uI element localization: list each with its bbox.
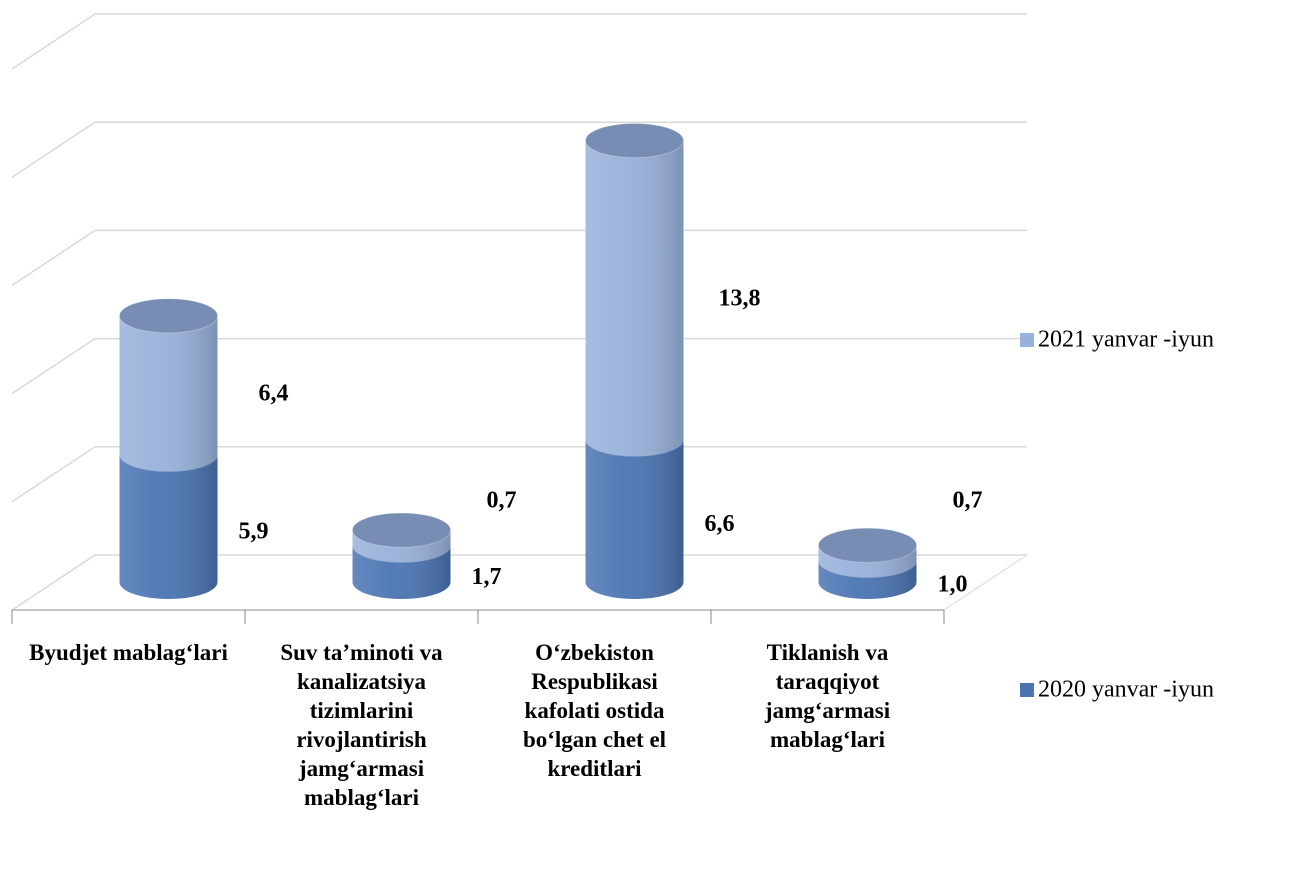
value-label: 1,7 [472,564,502,590]
category-label: Tiklanish va taraqqiyot jamg‘armasi mabl… [764,640,891,752]
value-label: 6,6 [705,511,735,537]
cylinder-shade [352,530,451,563]
value-label: 1,0 [938,572,968,598]
cylinder-shade [585,140,684,457]
cylinder-top [585,123,684,159]
category-label: Byudjet mablag‘lari [29,640,228,665]
cylinder-shade [119,315,218,472]
cylinder-shade [818,545,917,578]
value-label: 0,7 [487,488,517,514]
cylinder-shade [352,545,451,599]
cylinder-top-shade [352,513,451,548]
cylinder-shade [119,454,218,599]
legend-label: 2020 yanvar -iyun [1038,677,1214,703]
cylinder-top [119,298,218,334]
value-label: 0,7 [953,488,983,514]
grid-line [11,121,1027,178]
cylinder-top-shade [818,528,917,563]
category-label: Suv ta’minoti va kanalizatsiya tizimlari… [280,640,443,810]
legend-label: 2021 yanvar -iyun [1038,327,1214,353]
value-label: 6,4 [259,381,289,407]
category-label: O‘zbekiston Respublikasi kafolati ostida… [522,640,667,781]
value-label: 5,9 [239,519,269,545]
grid-line [11,13,1027,70]
cylinder-top-shade [119,298,218,333]
grid-line [11,446,1027,503]
grid-line [11,337,1027,395]
legend-marker [1020,333,1034,347]
grid-line [11,554,1027,611]
cylinder-top-shade [585,123,684,158]
grid-line [11,229,1027,287]
legend-marker [1020,683,1034,697]
cylinder-shade [818,560,917,599]
cylinder-shade [585,439,684,599]
cylinder-top [818,527,917,563]
cylinder-top [352,512,451,548]
value-label: 13,8 [719,285,761,311]
